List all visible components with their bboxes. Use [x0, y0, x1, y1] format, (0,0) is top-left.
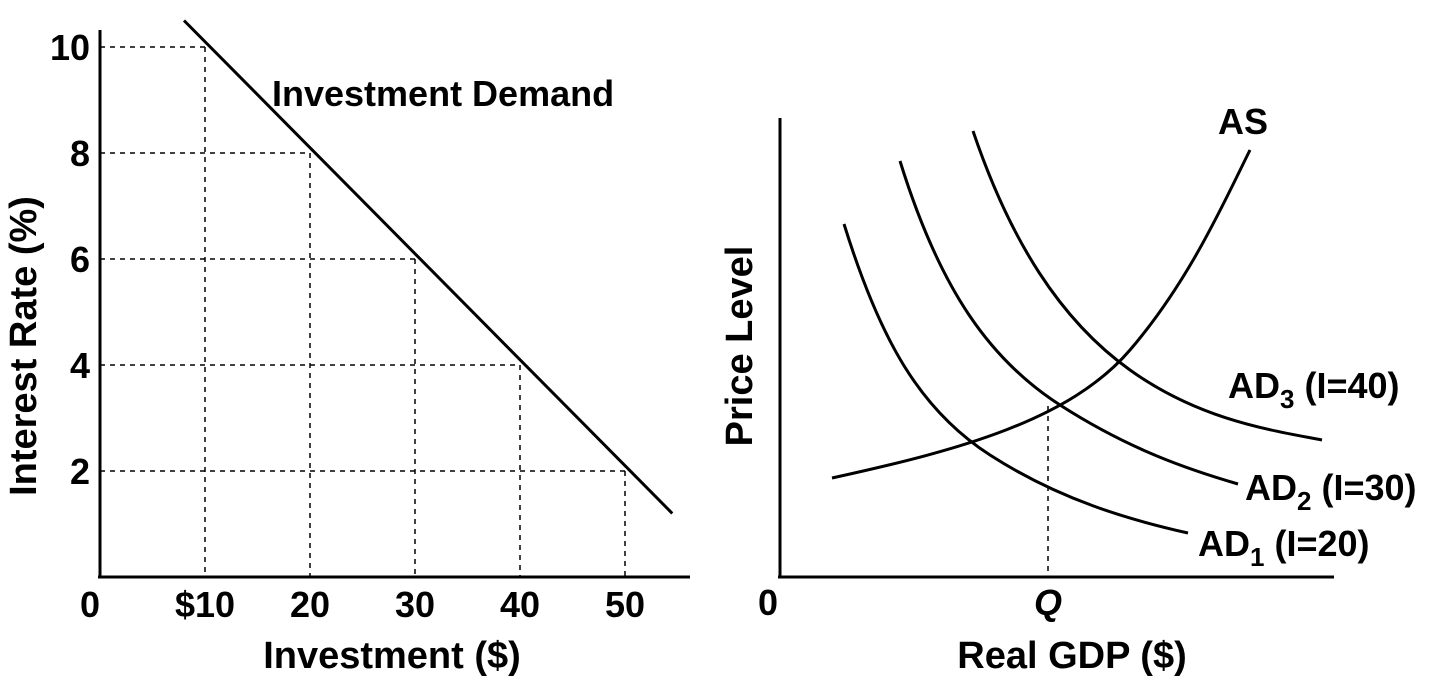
- investment-demand-curve: [182, 19, 674, 515]
- ad1-label-sub: 1: [1250, 542, 1264, 572]
- origin-label: 0: [80, 584, 100, 625]
- y-tick-label: 4: [70, 345, 90, 386]
- origin-label: 0: [758, 582, 778, 623]
- x-tick-label: 50: [605, 584, 645, 625]
- y-tick-labels: 2 4 6 8 10: [50, 27, 90, 492]
- ad1-curve: [842, 223, 1189, 535]
- ad1-label-main: AD: [1198, 523, 1250, 564]
- x-tick-label: $10: [175, 584, 235, 625]
- as-curve: [831, 149, 1252, 480]
- x-tick-label: 40: [500, 584, 540, 625]
- q-tick-label: Q: [1034, 582, 1062, 623]
- ad3-label-tail: (I=40): [1294, 365, 1399, 406]
- y-axis-title: Price Level: [719, 246, 761, 447]
- x-tick-label: 30: [395, 584, 435, 625]
- y-axis-title: Interest Rate (%): [3, 196, 45, 496]
- ad3-label-main: AD: [1228, 365, 1280, 406]
- ad2-label-sub: 2: [1297, 486, 1311, 516]
- y-tick-label: 10: [50, 27, 90, 68]
- ad3-label-sub: 3: [1280, 384, 1294, 414]
- ad2-label-main: AD: [1245, 467, 1297, 508]
- investment-demand-chart: 2 4 6 8 10 $10 20 30 40 50 0 Investment Demand I…: [3, 19, 690, 677]
- ad1-label: AD1 (I=20): [1198, 523, 1370, 572]
- ad2-label: AD2 (I=30): [1245, 467, 1417, 516]
- x-tick-labels: $10 20 30 40 50: [175, 584, 645, 625]
- x-tick-label: 20: [290, 584, 330, 625]
- curve-label: Investment Demand: [272, 73, 614, 114]
- y-tick-label: 6: [70, 239, 90, 280]
- ad2-curve: [898, 160, 1239, 486]
- ad2-label-tail: (I=30): [1311, 467, 1416, 508]
- ad-as-chart: AS AD3 (I=40) AD2 (I=30) AD1 (I=20) 0 Q …: [719, 101, 1417, 677]
- ad1-label-tail: (I=20): [1264, 523, 1369, 564]
- x-axis-title: Investment ($): [263, 635, 521, 677]
- guide-lines: [100, 46, 626, 577]
- y-tick-label: 2: [70, 451, 90, 492]
- y-tick-label: 8: [70, 133, 90, 174]
- x-axis-title: Real GDP ($): [957, 635, 1186, 677]
- ad3-curve: [971, 130, 1323, 442]
- as-label: AS: [1218, 101, 1268, 142]
- ad3-label: AD3 (I=40): [1228, 365, 1400, 414]
